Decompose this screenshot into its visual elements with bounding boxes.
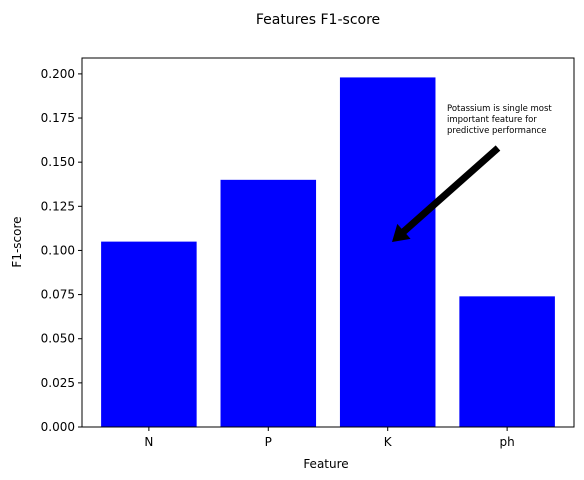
x-tick-label: N <box>144 435 153 449</box>
bar-k <box>339 77 436 427</box>
y-tick-label: 0.050 <box>41 332 75 346</box>
y-tick-label: 0.100 <box>41 243 75 257</box>
y-tick-label: 0.025 <box>41 376 75 390</box>
y-tick-label: 0.175 <box>41 111 75 125</box>
y-axis-label: F1-score <box>10 216 24 267</box>
chart-title: Features F1-score <box>256 12 380 28</box>
y-tick-label: 0.075 <box>41 288 75 302</box>
y-tick-label: 0.000 <box>41 420 75 434</box>
plot-frame <box>81 57 575 428</box>
x-tick-label: K <box>384 435 393 449</box>
bar-ph <box>459 296 555 427</box>
bars-group <box>101 77 555 427</box>
x-axis-label: Feature <box>303 457 348 471</box>
annotation-arrow <box>392 145 501 242</box>
annotation-line-2: important feature for <box>447 115 537 125</box>
y-axis-ticks: 0.000 0.025 0.050 0.075 0.100 0.125 0.150 0.175… <box>41 67 82 434</box>
annotation-line-1: Potassium is single most <box>447 104 552 114</box>
bar-n <box>101 241 197 427</box>
annotation-text: Potassium is single most important featu… <box>447 104 554 136</box>
x-tick-label: ph <box>500 435 515 449</box>
bar-p <box>220 179 317 427</box>
y-tick-label: 0.150 <box>41 155 75 169</box>
y-tick-label: 0.200 <box>41 67 75 81</box>
y-tick-label: 0.125 <box>41 199 75 213</box>
annotation-line-3: predictive performance <box>447 126 546 136</box>
annotation: Potassium is single most important featu… <box>392 104 554 242</box>
x-tick-label: P <box>265 435 272 449</box>
